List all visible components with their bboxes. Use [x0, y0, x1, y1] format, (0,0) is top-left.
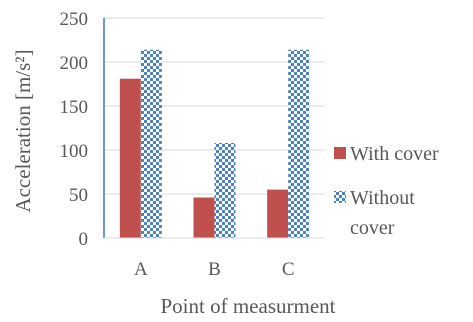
bar-with-cover-a — [119, 78, 141, 238]
legend-swatch-without-cover — [334, 191, 346, 203]
legend: With cover Without cover — [334, 143, 439, 239]
bar-without-cover-c — [288, 49, 310, 239]
y-axis-title: Acceleration [m/s²] — [11, 49, 35, 212]
legend-label-without-cover-line1: Without — [350, 187, 415, 209]
y-tick-label: 100 — [60, 141, 89, 162]
x-axis-title: Point of measurment — [161, 294, 336, 318]
y-tick-label: 200 — [60, 53, 89, 74]
x-tick-labels: A B C — [134, 259, 295, 280]
bar-without-cover-a — [140, 49, 162, 239]
y-tick-label: 0 — [79, 229, 89, 250]
legend-swatch-with-cover — [334, 147, 346, 159]
x-tick-label: C — [282, 259, 295, 280]
bars — [119, 49, 310, 239]
legend-label-without-cover-line2: cover — [350, 217, 395, 239]
bar-without-cover-b — [214, 142, 236, 238]
bar-with-cover-b — [193, 197, 215, 238]
legend-label-with-cover: With cover — [350, 143, 439, 165]
bar-with-cover-c — [267, 189, 289, 238]
y-tick-labels: 0 50 100 150 200 250 — [60, 9, 89, 250]
y-tick-label: 250 — [60, 9, 89, 30]
y-tick-label: 50 — [69, 185, 88, 206]
x-tick-label: A — [134, 259, 148, 280]
x-tick-label: B — [208, 259, 221, 280]
y-tick-label: 150 — [60, 97, 89, 118]
axes — [103, 18, 325, 239]
